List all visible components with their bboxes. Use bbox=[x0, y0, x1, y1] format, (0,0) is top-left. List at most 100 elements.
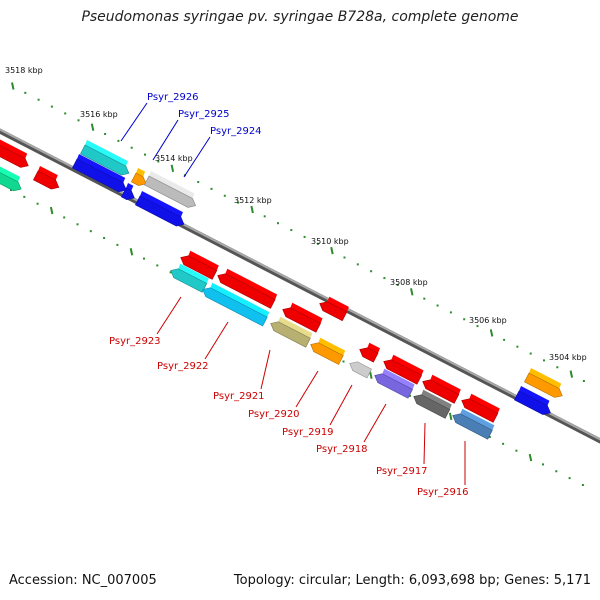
scale-label: 3514 kbp bbox=[155, 154, 193, 163]
callout-line bbox=[152, 119, 179, 161]
gene-feature bbox=[0, 172, 22, 192]
gene-feature-top bbox=[38, 166, 58, 181]
gene-feature bbox=[310, 342, 344, 365]
callout-line bbox=[423, 422, 426, 465]
gene-feature bbox=[180, 255, 218, 280]
inner-tick-minor bbox=[515, 449, 518, 452]
gene-feature bbox=[144, 175, 197, 208]
gene-feature bbox=[524, 372, 563, 398]
gene-feature bbox=[319, 301, 348, 322]
outer-tick-minor bbox=[64, 112, 67, 115]
inner-tick-minor bbox=[555, 470, 558, 473]
gene-feature bbox=[217, 273, 276, 309]
gene-feature-top bbox=[0, 139, 28, 159]
inner-tick-minor bbox=[488, 435, 491, 438]
outer-tick-minor bbox=[436, 304, 439, 307]
outer-tick-major bbox=[569, 370, 574, 378]
outer-tick-minor bbox=[529, 352, 532, 355]
scale-label: 3510 kbp bbox=[311, 237, 349, 246]
gene-feature-top bbox=[85, 140, 128, 167]
gene-label: Psyr_2922 bbox=[157, 361, 209, 372]
callout-line bbox=[295, 370, 319, 408]
outer-tick-minor bbox=[516, 345, 519, 348]
gene-label: Psyr_2920 bbox=[248, 409, 300, 420]
map-title: Pseudomonas syringae pv. syringae B728a,… bbox=[81, 9, 519, 25]
backbone-line-shadow bbox=[0, 128, 600, 444]
gene-label: Psyr_2924 bbox=[210, 126, 262, 137]
scale-label: 3506 kbp bbox=[469, 316, 507, 325]
callout-line bbox=[156, 296, 182, 335]
inner-tick-minor bbox=[103, 237, 106, 240]
inner-tick-minor bbox=[156, 264, 159, 267]
gene-feature bbox=[374, 373, 413, 399]
gene-label: Psyr_2917 bbox=[376, 466, 428, 477]
gene-feature bbox=[0, 145, 29, 168]
inner-tick-major bbox=[49, 206, 54, 215]
inner-tick-minor bbox=[89, 230, 92, 233]
gene-feature bbox=[349, 361, 372, 379]
inner-tick-minor bbox=[169, 271, 172, 274]
outer-tick-minor bbox=[543, 359, 545, 362]
callout-line bbox=[204, 321, 229, 360]
gene-feature bbox=[80, 144, 130, 176]
outer-tick-minor bbox=[24, 91, 27, 94]
gene-feature-top bbox=[430, 374, 461, 395]
gene-feature-top bbox=[421, 389, 452, 410]
outer-tick-minor bbox=[277, 222, 279, 225]
outer-tick-minor bbox=[50, 105, 53, 108]
outer-tick-minor bbox=[343, 256, 346, 259]
outer-tick-minor bbox=[237, 201, 240, 204]
outer-tick-minor bbox=[463, 318, 466, 321]
gene-feature-top bbox=[149, 171, 195, 199]
inner-tick-major bbox=[129, 248, 134, 256]
accession-label: Accession: NC_007005 bbox=[9, 573, 157, 588]
gene-feature bbox=[413, 394, 451, 419]
outer-tick-major bbox=[250, 205, 254, 214]
inner-tick-minor bbox=[581, 483, 584, 486]
callout-line bbox=[120, 102, 148, 142]
inner-tick-minor bbox=[76, 223, 79, 226]
inner-tick-minor bbox=[568, 477, 571, 480]
inner-tick-minor bbox=[10, 189, 12, 191]
gene-feature bbox=[72, 158, 127, 193]
gene-label: Psyr_2921 bbox=[213, 391, 265, 402]
outer-tick-minor bbox=[370, 270, 373, 273]
inner-tick-minor bbox=[23, 195, 26, 198]
gene-feature bbox=[33, 170, 60, 190]
outer-tick-minor bbox=[197, 181, 200, 184]
inner-tick-minor bbox=[502, 442, 505, 445]
gene-feature-top bbox=[225, 268, 278, 300]
callout-line bbox=[260, 349, 271, 390]
outer-tick-minor bbox=[263, 215, 266, 218]
gene-feature-top bbox=[210, 282, 270, 318]
gene-feature-top bbox=[367, 342, 381, 354]
gene-feature-top bbox=[290, 302, 323, 324]
gene-feature-top bbox=[519, 386, 550, 406]
callout-line bbox=[329, 384, 353, 426]
gene-feature-top bbox=[77, 154, 126, 183]
gene-feature-top bbox=[140, 191, 183, 218]
gene-feature-top bbox=[278, 316, 313, 339]
outer-tick-minor bbox=[77, 119, 80, 122]
gene-label: Psyr_2925 bbox=[178, 109, 230, 120]
gene-feature-top bbox=[136, 168, 146, 177]
gene-label: Psyr_2923 bbox=[109, 336, 161, 347]
gene-feature bbox=[135, 195, 185, 227]
outer-tick-major bbox=[170, 164, 175, 173]
inner-tick-minor bbox=[342, 360, 345, 363]
gene-feature bbox=[452, 413, 493, 440]
inner-tick-major bbox=[448, 412, 453, 421]
inner-tick-major bbox=[528, 453, 533, 462]
outer-tick-minor bbox=[316, 242, 319, 245]
gene-label: Psyr_2916 bbox=[417, 487, 469, 498]
outer-tick-minor bbox=[383, 277, 386, 280]
gene-feature-top bbox=[327, 296, 349, 312]
outer-tick-minor bbox=[210, 187, 213, 190]
gene-feature-top bbox=[382, 368, 415, 390]
outer-tick-minor bbox=[396, 283, 399, 286]
outer-tick-major bbox=[11, 82, 15, 90]
inner-tick-minor bbox=[63, 216, 66, 219]
outer-tick-minor bbox=[144, 153, 146, 156]
gene-feature-top bbox=[357, 356, 374, 370]
